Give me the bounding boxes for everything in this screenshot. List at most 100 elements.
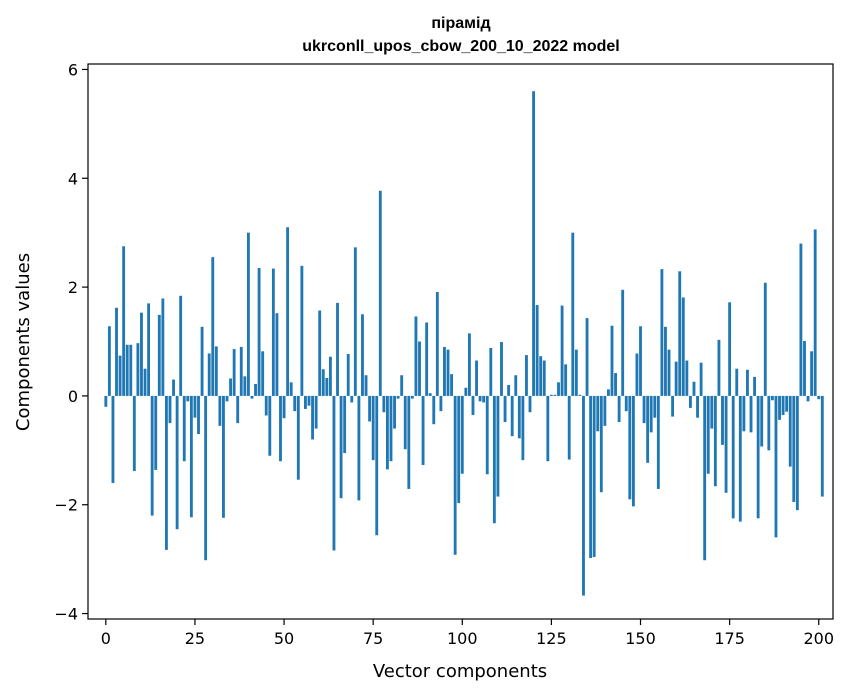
bar-component-198 xyxy=(810,351,814,396)
bar-component-52 xyxy=(289,382,293,396)
bar-component-60 xyxy=(318,310,322,396)
bar-component-80 xyxy=(389,395,393,462)
bar-component-165 xyxy=(692,381,696,396)
bar-component-120 xyxy=(532,91,535,396)
bar-component-1 xyxy=(107,326,111,396)
bar-component-29 xyxy=(207,353,211,396)
bar-component-140 xyxy=(603,395,607,426)
bar-component-114 xyxy=(510,395,514,437)
bar-component-99 xyxy=(457,395,461,504)
bar-component-103 xyxy=(471,395,475,415)
bar-component-58 xyxy=(311,395,314,440)
bar-component-118 xyxy=(525,355,528,396)
bar-component-107 xyxy=(485,395,489,475)
bar-component-3 xyxy=(115,307,118,396)
bar-component-83 xyxy=(400,375,404,396)
bar-component-156 xyxy=(660,269,664,396)
bar-component-98 xyxy=(453,395,457,555)
bar-component-65 xyxy=(336,302,339,396)
bar-component-189 xyxy=(778,395,781,420)
bar-component-51 xyxy=(286,227,290,396)
bar-component-183 xyxy=(756,395,760,519)
x-tick-label: 50 xyxy=(274,629,294,648)
bar-component-174 xyxy=(724,395,728,493)
bar-component-18 xyxy=(168,395,172,424)
bar-component-190 xyxy=(781,395,785,415)
bar-component-93 xyxy=(435,291,439,396)
bar-component-184 xyxy=(760,395,764,447)
bar-component-73 xyxy=(364,375,368,396)
bar-component-136 xyxy=(589,395,593,559)
bar-component-166 xyxy=(696,395,699,418)
bar-component-129 xyxy=(564,364,568,396)
bar-component-105 xyxy=(478,395,482,402)
bar-component-157 xyxy=(664,326,667,396)
bar-component-132 xyxy=(574,349,578,396)
bar-component-26 xyxy=(197,395,200,434)
bar-component-16 xyxy=(161,298,165,396)
y-tick-label: −4 xyxy=(54,605,78,624)
bar-series xyxy=(104,91,824,596)
bar-component-160 xyxy=(674,361,678,396)
bar-component-104 xyxy=(475,360,478,396)
bar-component-124 xyxy=(546,395,550,462)
bar-component-79 xyxy=(386,395,389,470)
bar-component-191 xyxy=(785,395,789,412)
x-tick-label: 125 xyxy=(536,629,567,648)
bar-component-19 xyxy=(172,379,175,396)
bar-component-75 xyxy=(371,395,375,461)
bar-component-4 xyxy=(118,355,122,396)
bar-component-173 xyxy=(721,395,724,445)
bar-component-115 xyxy=(514,375,518,396)
bar-component-92 xyxy=(432,395,436,425)
bar-component-59 xyxy=(314,395,318,429)
bar-component-176 xyxy=(731,395,735,519)
bar-component-57 xyxy=(307,395,311,406)
bar-component-86 xyxy=(410,395,414,399)
x-tick-label: 200 xyxy=(803,629,834,648)
bar-component-63 xyxy=(328,356,332,396)
bar-component-185 xyxy=(763,282,767,396)
bar-component-38 xyxy=(239,346,243,396)
bar-component-110 xyxy=(496,395,500,497)
bar-component-123 xyxy=(542,360,546,396)
bar-component-111 xyxy=(500,342,503,396)
x-axis: 0 25 50 75 100 125 150 175 200 xyxy=(101,619,834,648)
bar-component-196 xyxy=(803,340,806,396)
x-tick-label: 25 xyxy=(185,629,205,648)
y-tick-label: 4 xyxy=(68,169,78,188)
chart-title-line1: пірамід xyxy=(431,15,490,32)
bar-component-127 xyxy=(557,382,560,396)
bar-component-68 xyxy=(346,354,350,396)
bar-component-77 xyxy=(378,190,382,396)
bar-component-64 xyxy=(332,395,336,551)
bar-component-137 xyxy=(592,395,596,557)
bar-component-20 xyxy=(175,395,179,530)
bar-component-145 xyxy=(621,289,625,396)
bar-component-66 xyxy=(339,395,343,499)
bar-component-13 xyxy=(150,395,154,516)
bar-component-42 xyxy=(254,383,257,396)
bar-component-153 xyxy=(649,395,653,433)
bar-component-50 xyxy=(282,395,286,419)
bar-component-161 xyxy=(678,271,682,396)
bar-component-192 xyxy=(788,395,792,467)
bar-component-134 xyxy=(582,395,585,596)
bar-component-7 xyxy=(129,344,133,396)
bar-component-125 xyxy=(549,394,553,396)
bar-component-178 xyxy=(738,395,742,522)
plot-frame xyxy=(87,63,834,620)
bar-component-17 xyxy=(165,395,168,550)
bar-component-155 xyxy=(656,395,660,489)
bar-component-126 xyxy=(553,394,557,396)
bar-component-70 xyxy=(353,247,357,396)
bar-component-12 xyxy=(147,303,151,396)
bar-component-121 xyxy=(535,305,539,396)
bar-component-96 xyxy=(446,349,450,396)
bar-component-32 xyxy=(218,395,222,426)
chart-title-line2: ukrconll_upos_cbow_200_10_2022 model xyxy=(302,38,619,55)
bar-component-9 xyxy=(136,343,140,396)
bar-component-34 xyxy=(225,395,229,402)
bar-component-164 xyxy=(688,395,692,408)
bar-component-113 xyxy=(507,385,511,396)
